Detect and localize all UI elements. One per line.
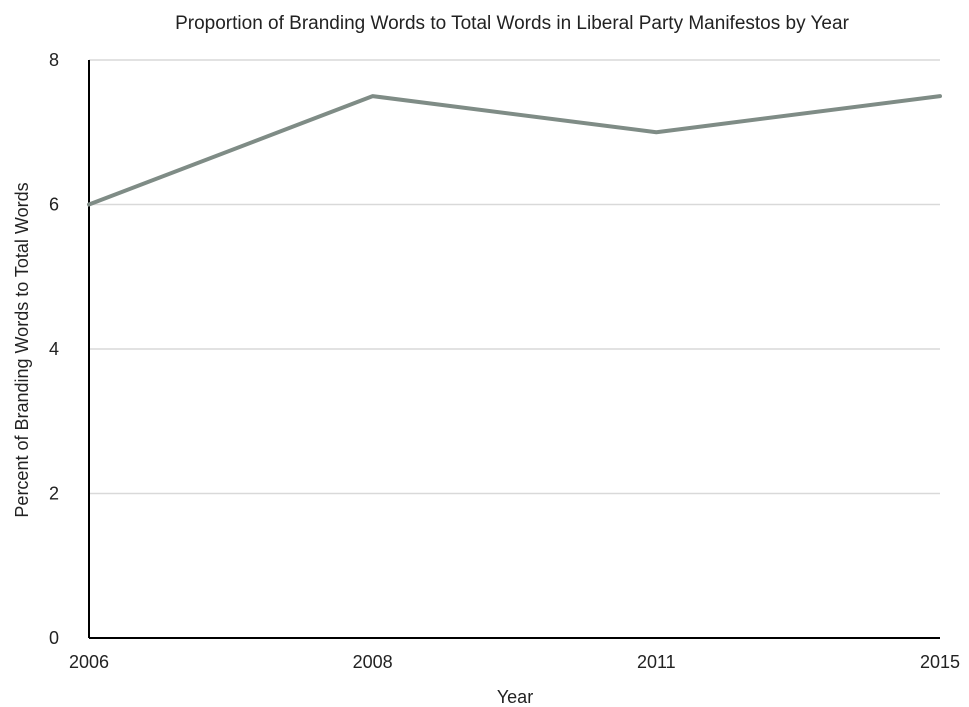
- x-tick-label: 2011: [637, 652, 676, 672]
- gridlines: [89, 59, 940, 495]
- y-axis-label: Percent of Branding Words to Total Words: [12, 182, 32, 517]
- x-tick-labels: 2006 2008 2011 2015: [69, 652, 960, 672]
- x-tick-label: 2006: [69, 652, 109, 672]
- y-tick-label: 2: [49, 484, 59, 504]
- series-line-0: [87, 94, 942, 207]
- y-tick-label: 4: [49, 339, 59, 359]
- x-axis-label: Year: [497, 687, 533, 707]
- axes: [88, 60, 940, 639]
- y-tick-label: 0: [49, 628, 59, 648]
- y-tick-label: 6: [49, 195, 59, 215]
- y-tick-labels: 0 2 4 6 8: [49, 50, 59, 648]
- series-layer: [87, 94, 942, 207]
- chart-title: Proportion of Branding Words to Total Wo…: [175, 13, 849, 34]
- x-tick-label: 2008: [353, 652, 393, 672]
- x-tick-label: 2015: [920, 652, 960, 672]
- y-tick-label: 8: [49, 50, 59, 70]
